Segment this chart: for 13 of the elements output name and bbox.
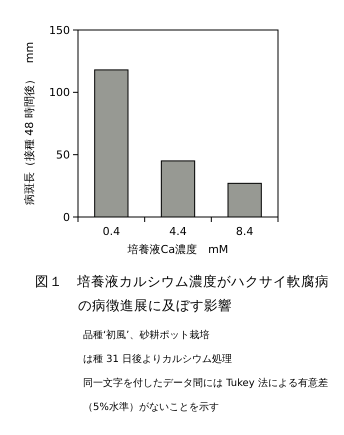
- text: は種 31 日後よりカルシウム処理: [83, 353, 232, 365]
- y-tick-label: 100: [49, 86, 70, 100]
- x-axis-title: 培養液Ca濃度 mM: [126, 243, 228, 256]
- x-tick-label: 8.4: [236, 225, 254, 238]
- y-tick-label: 50: [56, 148, 70, 162]
- text: 図１ 培養液カルシウム濃度がハクサイ軟腐病の病徴進展に及ぼす影響: [35, 274, 329, 314]
- x-tick-label: 0.4: [102, 225, 120, 238]
- text: 同一文字を付したデータ間には Tukey 法による有意差（5%水準）がないことを示す: [83, 378, 328, 413]
- y-tick-label: 150: [49, 24, 70, 37]
- y-axis-title: 病斑長（接種 48 時間後） mm: [23, 42, 36, 206]
- x-tick-label: 4.4: [169, 225, 187, 238]
- text: 品種‘初風’、砂耕ポット栽培: [83, 329, 210, 341]
- y-tick-label: 0: [63, 210, 70, 224]
